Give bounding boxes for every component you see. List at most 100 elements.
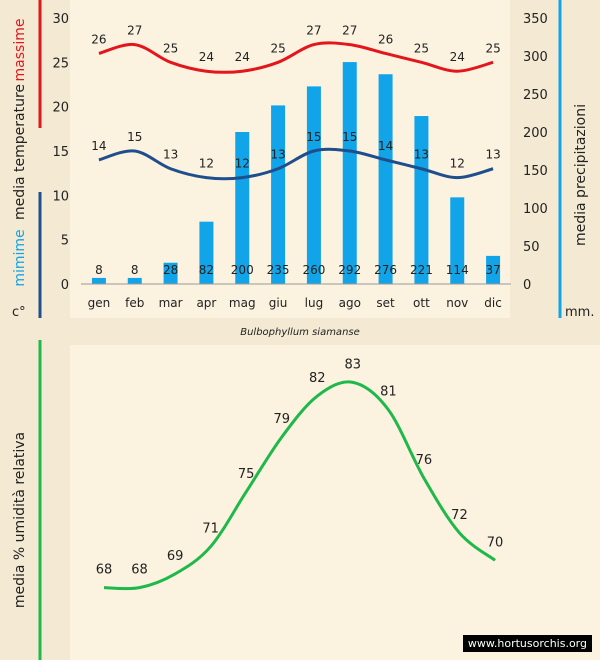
humidity-axis-label: media % umidità relativa [12, 432, 28, 608]
bottom-chart-panel [70, 345, 600, 660]
max-temp-label-nov: 24 [450, 50, 465, 64]
left-tick-label: 20 [52, 101, 69, 116]
humidity-label-ago: 83 [345, 357, 362, 372]
precip-bar-mag [235, 132, 250, 284]
right-tick-label: 150 [523, 164, 548, 179]
min-temp-label-ott: 13 [414, 148, 429, 162]
precip-bar-feb [127, 277, 142, 284]
humidity-label-ott: 76 [416, 453, 433, 468]
precip-bar-apr [199, 221, 214, 284]
min-temp-axis-label: mimime [12, 229, 28, 286]
min-temp-label-giu: 13 [270, 148, 285, 162]
right-tick-label: 300 [523, 50, 548, 65]
right-tick-label: 350 [523, 12, 548, 27]
max-temp-label-lug: 27 [306, 24, 321, 38]
left-tick-label: 0 [61, 278, 69, 293]
month-label-ott: ott [413, 296, 430, 310]
humidity-label-apr: 71 [202, 522, 219, 537]
min-temp-label-mag: 12 [235, 157, 250, 171]
left-tick-label: 15 [52, 145, 69, 160]
left-tick-label: 30 [52, 12, 69, 27]
precip-bar-gen [91, 277, 106, 284]
min-temp-label-dic: 13 [485, 148, 500, 162]
humidity-label-mag: 75 [238, 467, 255, 482]
humidity-label-gen: 68 [96, 563, 113, 578]
humidity-label-nov: 72 [451, 508, 468, 523]
month-label-feb: feb [125, 296, 144, 310]
right-tick-label: 100 [523, 202, 548, 217]
max-temp-label-set: 26 [378, 32, 393, 46]
month-label-ago: ago [339, 296, 361, 310]
month-label-dic: dic [484, 296, 502, 310]
month-label-set: set [376, 296, 395, 310]
min-temp-label-lug: 15 [306, 130, 321, 144]
precip-bar-nov [450, 197, 465, 284]
left-tick-label: 25 [52, 56, 69, 71]
left-tick-label: 5 [61, 234, 69, 249]
precipitation-unit-label: mm. [565, 305, 594, 320]
max-temp-label-gen: 26 [91, 32, 106, 46]
month-label-giu: giu [269, 296, 288, 310]
min-temp-label-apr: 12 [199, 157, 214, 171]
precip-label-feb: 8 [131, 263, 139, 277]
month-label-lug: lug [305, 296, 324, 310]
precip-bar-set [378, 74, 393, 285]
humidity-label-lug: 82 [309, 371, 326, 386]
precip-label-dic: 37 [485, 263, 500, 277]
precip-bar-mar [163, 262, 178, 284]
precip-label-ago: 292 [338, 263, 361, 277]
max-temp-axis-label: massime [12, 19, 28, 82]
month-label-gen: gen [88, 296, 111, 310]
month-label-apr: apr [196, 296, 216, 310]
precip-bar-ott [414, 116, 429, 284]
right-tick-label: 50 [523, 240, 540, 255]
max-temp-label-mag: 24 [235, 50, 250, 64]
temperature-unit-label: c° [12, 305, 26, 320]
month-label-mar: mar [159, 296, 183, 310]
precip-label-ott: 221 [410, 263, 433, 277]
precip-label-set: 276 [374, 263, 397, 277]
min-temp-label-nov: 12 [450, 157, 465, 171]
precipitation-axis-label: media precipitazioni [573, 104, 589, 246]
precip-bar-giu [271, 105, 286, 285]
precip-label-giu: 235 [267, 263, 290, 277]
right-tick-label: 0 [523, 278, 531, 293]
max-temp-label-apr: 24 [199, 50, 214, 64]
month-label-nov: nov [446, 296, 468, 310]
precip-label-mar: 28 [163, 263, 178, 277]
precip-label-gen: 8 [95, 263, 103, 277]
precip-label-nov: 114 [446, 263, 469, 277]
temperature-axis-label: media temperature [12, 84, 28, 220]
precip-bar-lug [306, 86, 321, 285]
chart-title: Bulbophyllum siamanse [240, 327, 360, 338]
humidity-label-mar: 69 [167, 549, 184, 564]
precip-bar-dic [486, 255, 501, 284]
right-tick-label: 200 [523, 126, 548, 141]
max-temp-label-mar: 25 [163, 41, 178, 55]
min-temp-label-set: 14 [378, 139, 393, 153]
max-temp-label-dic: 25 [485, 41, 500, 55]
min-temp-line [98, 147, 494, 181]
humidity-line [103, 380, 496, 591]
right-tick-label: 250 [523, 88, 548, 103]
top-chart-panel [70, 0, 510, 318]
precip-label-lug: 260 [302, 263, 325, 277]
humidity-label-set: 81 [380, 385, 397, 400]
site-watermark: www.hortusorchis.org [462, 635, 592, 652]
min-temp-label-ago: 15 [342, 130, 357, 144]
left-tick-label: 10 [52, 189, 69, 204]
humidity-label-feb: 68 [131, 563, 148, 578]
month-label-mag: mag [229, 296, 256, 310]
max-temp-label-ott: 25 [414, 41, 429, 55]
max-temp-label-giu: 25 [270, 41, 285, 55]
humidity-label-giu: 79 [273, 412, 290, 427]
min-temp-label-feb: 15 [127, 130, 142, 144]
min-temp-label-gen: 14 [91, 139, 106, 153]
max-temp-line [98, 41, 494, 74]
precip-label-apr: 82 [199, 263, 214, 277]
precip-bar-ago [342, 62, 357, 284]
humidity-chart: 68 68 69 71 75 79 82 83 81 76 72 70 media % umidità … [12, 340, 503, 660]
min-temp-label-mar: 13 [163, 148, 178, 162]
